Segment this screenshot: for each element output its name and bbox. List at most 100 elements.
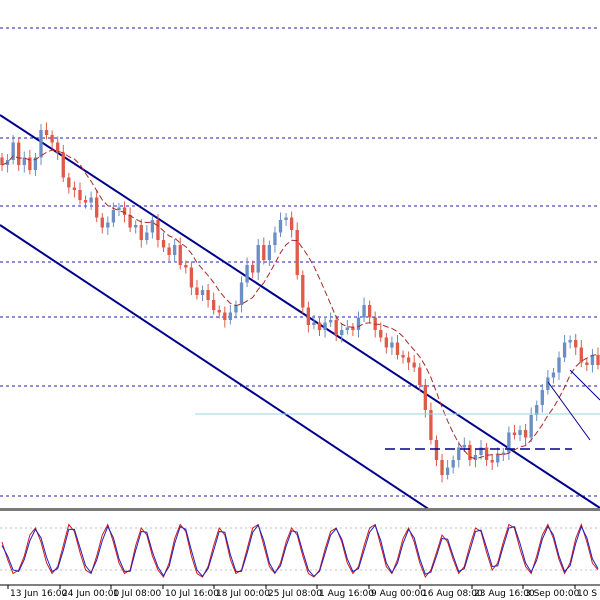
channel-lower-line [0,224,431,511]
candle-body [512,432,517,435]
price-grid [0,27,600,497]
candle-body [535,405,539,415]
x-tick-label: 23 Aug 16:00 [474,589,535,599]
candle-body [289,217,294,230]
candle-body [590,355,595,365]
candle-body [323,322,327,330]
candle-body [401,355,405,358]
candle-body [362,305,366,318]
candle-body [351,327,355,330]
candle-body [295,230,299,275]
candle-body [451,460,455,468]
candle-body [223,312,227,320]
candle-body [106,222,110,228]
oscillator-panel [0,523,600,578]
candle-body [317,322,322,330]
x-tick-label: 3 Sep 00:00 [525,589,580,599]
candle-body [468,445,472,460]
candle-body [134,225,138,228]
candle-body [44,130,49,135]
candle-body [490,460,494,463]
candle-body [22,157,26,165]
candle-body [596,355,600,365]
candle-body [50,135,54,143]
annotation-lines [195,369,600,450]
candle-body [529,415,533,438]
candle-body [574,340,578,348]
candle-body [95,197,99,218]
candle-body [406,357,411,363]
candle-body [479,447,483,455]
candle-body [278,220,283,233]
candle-body [306,307,311,325]
short-channel-lower [569,369,600,401]
candle-body [462,445,466,448]
candle-body [245,265,249,283]
candle-body [11,142,15,160]
x-tick-label: 1 Jul 08:00 [113,589,162,599]
x-tick-label: 18 Jul 00:00 [216,589,270,599]
candle-body [128,215,132,228]
candle-body [262,245,266,260]
candle-body [418,367,422,385]
candle-body [551,372,556,378]
candle-body [39,130,43,158]
candle-body [0,157,4,165]
candle-body [585,362,589,365]
candle-body [367,305,372,318]
trend-channel [0,114,600,511]
candle-body [17,142,21,165]
candle-body [507,432,511,453]
x-tick-label: 10 Jul 16:00 [165,589,219,599]
candle-body [523,430,528,438]
candle-body [340,330,344,335]
candle-body [557,357,561,373]
moving-average [1,149,599,460]
panel-separator [0,508,600,511]
candle-body [156,220,160,240]
candle-body [173,245,177,255]
candle-body [328,320,333,323]
candle-body [379,330,383,338]
candle-body [184,265,188,268]
candle-body [211,300,216,310]
x-tick-label: 16 Aug 08:00 [422,589,483,599]
candle-body [161,240,166,248]
candle-body [395,342,400,355]
candle-body [267,245,272,260]
candle-body [61,152,65,178]
x-tick-label: 24 Jun 00:00 [62,589,119,599]
candle-body [334,320,338,335]
candle-body [562,342,567,358]
candle-body [206,290,210,300]
candle-body [239,282,244,305]
candle-body [579,347,583,363]
candle-body [546,377,550,390]
candle-body [89,197,93,203]
oscillator-signal-line [1,524,599,578]
candle-body [178,245,182,265]
candle-body [83,200,88,203]
x-tick-label: 13 Jun 16:00 [10,589,67,599]
moving-average-line [1,149,599,460]
candle-body [5,160,10,165]
candle-body [423,385,427,410]
candle-body [122,207,127,215]
candle-body [195,287,199,295]
candle-body [496,455,500,463]
candle-body [412,362,416,368]
x-tick-label: 9 Aug 00:00 [371,589,426,599]
candle-body [445,467,450,475]
candle-body [78,190,82,200]
candle-body [117,207,121,210]
x-tick-label: 25 Jul 08:00 [268,589,322,599]
candle-body [440,460,444,475]
candle-body [273,232,277,245]
candle-body [256,245,260,273]
candle-body [189,267,194,288]
x-tick-label: 10 S [577,589,597,599]
candle-body [312,322,316,325]
